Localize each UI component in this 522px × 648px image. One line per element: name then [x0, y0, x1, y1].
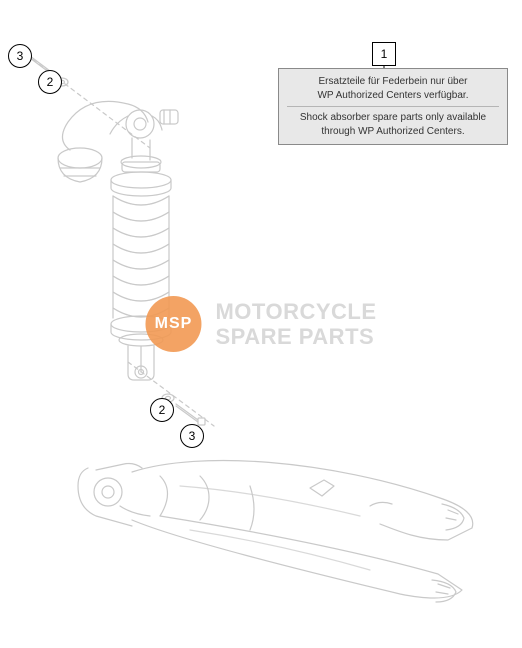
callout-3-top: 3: [8, 44, 32, 68]
swingarm-drawing: [78, 460, 473, 602]
callout-2-bottom: 2: [150, 398, 174, 422]
callout-2-top: 2: [38, 70, 62, 94]
lower-bolt-drawing: [176, 404, 205, 425]
info-de-line1: Ersatzteile für Federbein nur über: [287, 75, 499, 89]
info-de-line2: WP Authorized Centers verfügbar.: [287, 89, 499, 103]
callout-1-info: 1: [372, 42, 396, 66]
info-en-line2: through WP Authorized Centers.: [287, 125, 499, 139]
shock-spring-drawing: [111, 138, 171, 380]
wp-info-box: Ersatzteile für Federbein nur über WP Au…: [278, 68, 508, 145]
info-en-line1: Shock absorber spare parts only availabl…: [287, 111, 499, 125]
callout-3-bottom: 3: [180, 424, 204, 448]
diagram-stage: Ersatzteile für Federbein nur über WP Au…: [0, 0, 522, 648]
